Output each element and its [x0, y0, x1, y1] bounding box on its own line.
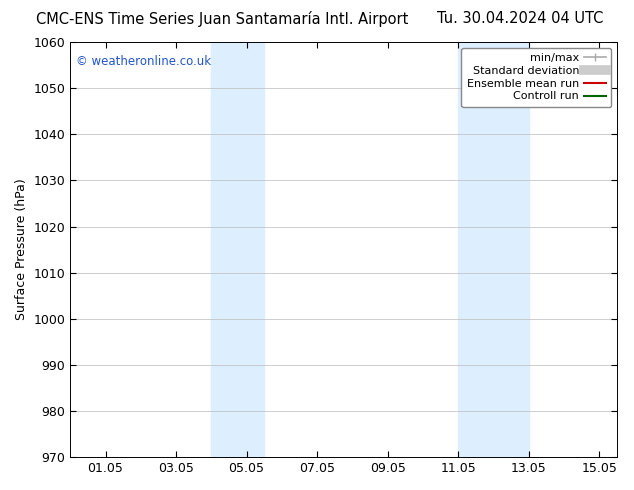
Y-axis label: Surface Pressure (hPa): Surface Pressure (hPa) — [15, 179, 28, 320]
Text: © weatheronline.co.uk: © weatheronline.co.uk — [75, 54, 211, 68]
Text: CMC-ENS Time Series Juan Santamaría Intl. Airport: CMC-ENS Time Series Juan Santamaría Intl… — [36, 11, 408, 27]
Bar — [458, 42, 529, 457]
Text: Tu. 30.04.2024 04 UTC: Tu. 30.04.2024 04 UTC — [437, 11, 603, 26]
Legend: min/max, Standard deviation, Ensemble mean run, Controll run: min/max, Standard deviation, Ensemble me… — [462, 48, 611, 107]
Bar — [211, 42, 264, 457]
